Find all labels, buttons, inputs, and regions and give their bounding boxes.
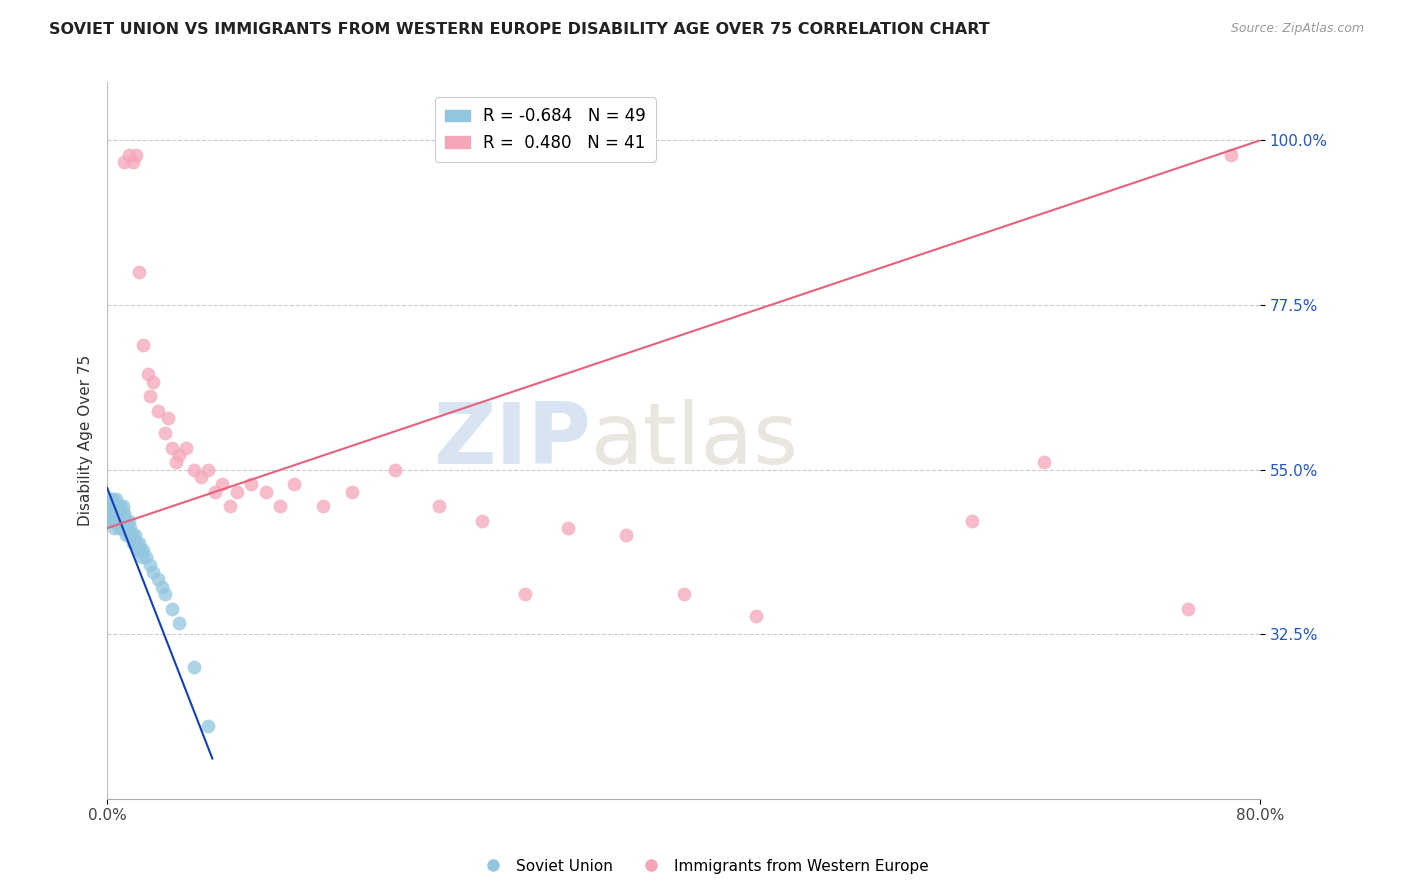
Point (111, 514, 134, 528)
Point (136, 368, 159, 382)
Point (176, 441, 198, 455)
Point (218, 499, 240, 513)
Point (103, 521, 125, 535)
Point (160, 441, 183, 455)
Point (557, 521, 579, 535)
Point (114, 155, 136, 169)
Point (101, 491, 124, 506)
Point (183, 462, 205, 476)
Point (132, 338, 155, 352)
Point (167, 448, 190, 462)
Point (104, 491, 127, 506)
Point (100, 499, 122, 513)
Point (254, 484, 277, 499)
Point (120, 521, 142, 535)
Point (132, 543, 155, 558)
Point (131, 550, 153, 565)
Point (121, 528, 143, 542)
Point (125, 148, 148, 162)
Point (165, 455, 187, 469)
Point (471, 514, 494, 528)
Point (108, 514, 131, 528)
Point (744, 608, 766, 623)
Point (384, 462, 406, 476)
Point (142, 375, 165, 389)
Point (139, 389, 162, 403)
Point (118, 148, 141, 162)
Point (1177, 601, 1199, 615)
Point (118, 514, 141, 528)
Point (153, 425, 176, 440)
Point (110, 507, 132, 521)
Point (146, 572, 169, 586)
Point (427, 499, 450, 513)
Legend: R = -0.684   N = 49, R =  0.480   N = 41: R = -0.684 N = 49, R = 0.480 N = 41 (434, 97, 655, 161)
Point (153, 587, 176, 601)
Point (122, 535, 145, 549)
Point (115, 528, 138, 542)
Point (1032, 455, 1054, 469)
Point (122, 155, 145, 169)
Point (197, 718, 219, 732)
Point (160, 601, 183, 615)
Point (197, 462, 219, 476)
Point (167, 616, 190, 631)
Legend: Soviet Union, Immigrants from Western Europe: Soviet Union, Immigrants from Western Eu… (471, 853, 935, 880)
Point (204, 484, 226, 499)
Point (105, 514, 128, 528)
Point (283, 477, 305, 491)
Point (269, 499, 291, 513)
Point (118, 528, 141, 542)
Point (110, 521, 132, 535)
Text: SOVIET UNION VS IMMIGRANTS FROM WESTERN EUROPE DISABILITY AGE OVER 75 CORRELATIO: SOVIET UNION VS IMMIGRANTS FROM WESTERN … (49, 22, 990, 37)
Text: ZIP: ZIP (433, 399, 592, 482)
Point (183, 660, 205, 674)
Point (98, 491, 121, 506)
Point (108, 499, 131, 513)
Point (1220, 148, 1243, 162)
Point (960, 514, 983, 528)
Point (111, 499, 134, 513)
Point (312, 499, 335, 513)
Text: atlas: atlas (592, 399, 800, 482)
Y-axis label: Disability Age Over 75: Disability Age Over 75 (79, 355, 93, 526)
Point (340, 484, 363, 499)
Point (107, 521, 129, 535)
Point (103, 499, 125, 513)
Point (146, 404, 169, 418)
Point (103, 514, 125, 528)
Point (614, 528, 637, 542)
Point (513, 587, 536, 601)
Point (190, 470, 212, 484)
Point (107, 507, 129, 521)
Point (101, 507, 124, 521)
Text: Source: ZipAtlas.com: Source: ZipAtlas.com (1230, 22, 1364, 36)
Point (150, 580, 173, 594)
Point (128, 265, 150, 279)
Point (98, 507, 121, 521)
Point (240, 477, 263, 491)
Point (124, 528, 146, 542)
Point (211, 477, 233, 491)
Point (225, 484, 247, 499)
Point (97, 499, 120, 513)
Point (114, 521, 136, 535)
Point (142, 565, 165, 579)
Point (672, 587, 695, 601)
Point (114, 507, 136, 521)
Point (129, 543, 152, 558)
Point (128, 535, 150, 549)
Point (156, 411, 179, 425)
Point (139, 558, 162, 572)
Point (104, 507, 127, 521)
Point (127, 543, 149, 558)
Point (100, 514, 122, 528)
Point (125, 535, 148, 549)
Point (135, 550, 157, 565)
Point (105, 499, 128, 513)
Point (117, 521, 139, 535)
Point (115, 514, 138, 528)
